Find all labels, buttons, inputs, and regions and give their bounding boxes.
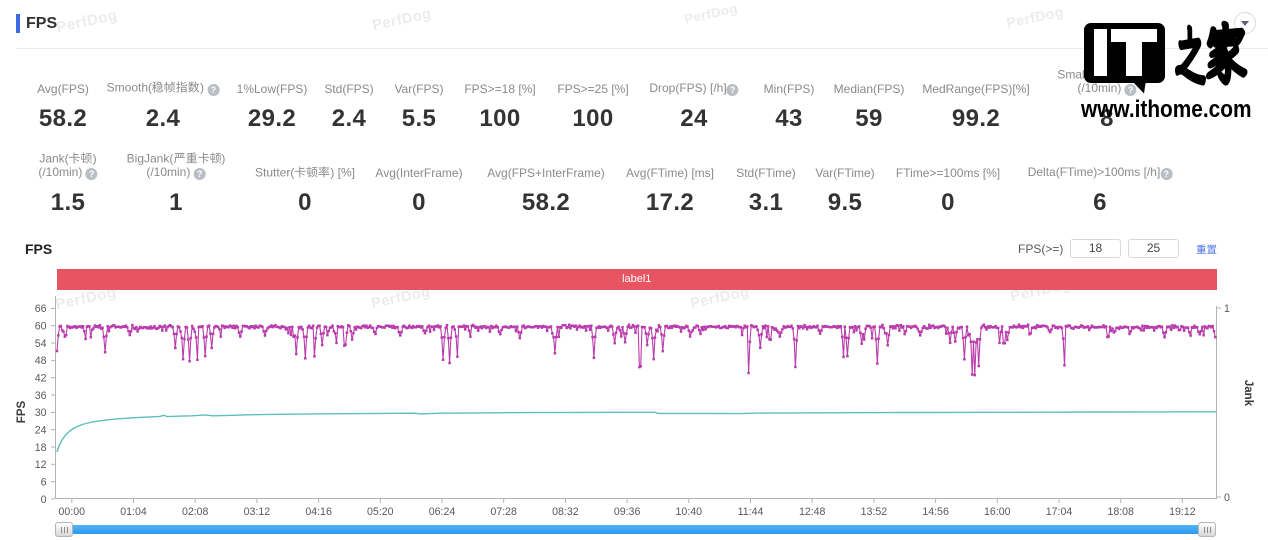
svg-text:11:44: 11:44 <box>738 506 764 518</box>
svg-text:14:56: 14:56 <box>922 506 949 518</box>
svg-text:06:24: 06:24 <box>429 506 456 518</box>
svg-text:0: 0 <box>41 494 47 506</box>
svg-text:12:48: 12:48 <box>799 506 826 518</box>
svg-text:05:20: 05:20 <box>367 506 394 518</box>
svg-text:13:52: 13:52 <box>861 506 888 518</box>
svg-text:48: 48 <box>35 355 47 367</box>
svg-text:66: 66 <box>35 303 47 315</box>
svg-text:54: 54 <box>35 338 47 350</box>
svg-text:0: 0 <box>1224 492 1230 504</box>
svg-text:18:08: 18:08 <box>1107 506 1134 518</box>
svg-text:01:04: 01:04 <box>120 506 147 518</box>
svg-text:02:08: 02:08 <box>182 506 209 518</box>
svg-text:42: 42 <box>35 373 47 385</box>
svg-text:18: 18 <box>35 442 47 454</box>
svg-text:08:32: 08:32 <box>552 506 579 518</box>
svg-text:6: 6 <box>41 477 47 489</box>
svg-text:16:00: 16:00 <box>984 506 1011 518</box>
svg-text:24: 24 <box>35 425 47 437</box>
svg-text:17:04: 17:04 <box>1046 506 1073 518</box>
svg-text:09:36: 09:36 <box>614 506 641 518</box>
svg-text:03:12: 03:12 <box>244 506 271 518</box>
svg-text:04:16: 04:16 <box>305 506 332 518</box>
svg-text:60: 60 <box>35 321 47 333</box>
svg-text:1: 1 <box>1224 303 1230 315</box>
svg-text:36: 36 <box>35 390 47 402</box>
svg-text:12: 12 <box>35 459 47 471</box>
svg-text:00:00: 00:00 <box>59 506 86 518</box>
svg-text:19:12: 19:12 <box>1169 506 1196 518</box>
svg-text:10:40: 10:40 <box>676 506 703 518</box>
svg-text:07:28: 07:28 <box>490 506 517 518</box>
svg-text:30: 30 <box>35 407 47 419</box>
